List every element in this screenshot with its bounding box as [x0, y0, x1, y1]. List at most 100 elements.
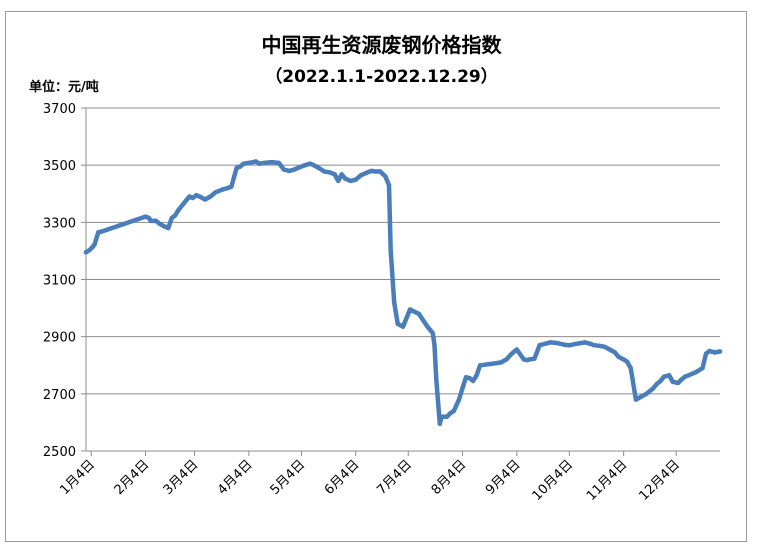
- data-point: [241, 161, 246, 166]
- data-point: [495, 360, 500, 366]
- data-point: [689, 371, 695, 376]
- data-point: [616, 354, 621, 359]
- data-point: [434, 377, 439, 382]
- data-point: [456, 397, 462, 402]
- data-point: [607, 347, 612, 352]
- data-point: [511, 350, 516, 355]
- data-point: [197, 194, 202, 199]
- data-point: [644, 391, 649, 396]
- x-tick-label: 3月4日: [161, 457, 202, 498]
- data-point: [153, 218, 159, 224]
- x-tick-label: 2月4日: [112, 457, 153, 498]
- x-tick-label: 8月4日: [429, 457, 470, 498]
- x-tick-label: 9月4日: [483, 457, 524, 498]
- data-point: [213, 190, 218, 195]
- data-point: [302, 163, 308, 168]
- data-point: [682, 374, 688, 379]
- data-point: [588, 341, 593, 346]
- data-point: [96, 230, 101, 235]
- data-point: [220, 187, 225, 192]
- data-point: [166, 225, 171, 231]
- x-tick-label: 4月4日: [215, 457, 256, 498]
- data-point: [591, 343, 597, 348]
- data-point: [276, 160, 281, 166]
- data-point: [712, 350, 717, 355]
- data-point: [582, 340, 588, 345]
- data-point: [554, 340, 560, 346]
- data-point: [639, 394, 644, 399]
- data-point: [621, 357, 626, 362]
- data-point: [547, 340, 553, 345]
- data-point: [316, 165, 322, 171]
- data-point: [378, 169, 383, 174]
- data-point: [358, 173, 364, 178]
- data-point: [661, 374, 667, 379]
- data-point: [246, 160, 252, 166]
- y-tick-label: 3100: [43, 274, 76, 289]
- data-point: [343, 176, 348, 181]
- data-point: [612, 350, 618, 355]
- data-point: [498, 360, 504, 365]
- data-point: [148, 218, 153, 224]
- data-point: [567, 343, 572, 348]
- y-tick-label: 3700: [43, 102, 76, 117]
- data-point: [253, 159, 259, 164]
- data-point: [271, 160, 276, 165]
- gridlines: [86, 107, 720, 395]
- data-point: [87, 247, 92, 253]
- x-tick-label: 6月4日: [322, 457, 363, 498]
- data-point: [229, 184, 234, 189]
- data-point: [693, 370, 698, 375]
- data-point: [633, 397, 639, 402]
- y-tick-label: 3300: [43, 216, 76, 231]
- data-point: [477, 363, 483, 368]
- data-point: [679, 377, 684, 382]
- data-point: [327, 170, 332, 175]
- data-point: [311, 163, 316, 168]
- data-point: [353, 177, 358, 182]
- data-point: [437, 421, 442, 426]
- data-point: [707, 348, 712, 354]
- data-point: [332, 172, 337, 177]
- data-point: [176, 207, 181, 212]
- data-point: [173, 213, 178, 218]
- x-tick-labels: 1月4日 2月4日 3月4日 4月4日 5月4日 6月4日 7月4日 8月4日 9月4日 10月4…: [57, 457, 683, 504]
- data-point: [83, 250, 89, 255]
- axes: [81, 107, 720, 456]
- data-point: [237, 164, 243, 169]
- data-point: [717, 349, 723, 354]
- data-point: [202, 197, 208, 202]
- data-point: [187, 194, 192, 199]
- data-point: [654, 381, 660, 386]
- data-point: [287, 168, 292, 174]
- data-point: [537, 343, 542, 348]
- data-point: [451, 408, 456, 414]
- data-point: [267, 160, 273, 165]
- data-point: [686, 373, 691, 378]
- data-point: [470, 378, 476, 384]
- data-point: [703, 351, 709, 356]
- data-point: [257, 161, 262, 166]
- data-point: [348, 178, 353, 184]
- data-point: [262, 160, 267, 166]
- data-point: [628, 365, 633, 371]
- data-point: [460, 385, 465, 391]
- data-point: [395, 321, 400, 326]
- data-point: [92, 241, 98, 246]
- chart-subtitle: （2022.1.1-2022.12.29）: [265, 67, 498, 87]
- data-point: [504, 357, 509, 362]
- data-point: [208, 194, 213, 199]
- data-point: [658, 378, 663, 384]
- data-point: [625, 359, 630, 364]
- data-point: [444, 414, 449, 419]
- data-point: [521, 357, 526, 362]
- data-point: [295, 165, 301, 171]
- data-point: [383, 174, 388, 179]
- data-point: [432, 343, 437, 348]
- data-point: [162, 224, 167, 229]
- data-point: [597, 343, 602, 348]
- price-index-line: [83, 159, 723, 427]
- series-group: [83, 159, 723, 427]
- data-point: [542, 341, 548, 346]
